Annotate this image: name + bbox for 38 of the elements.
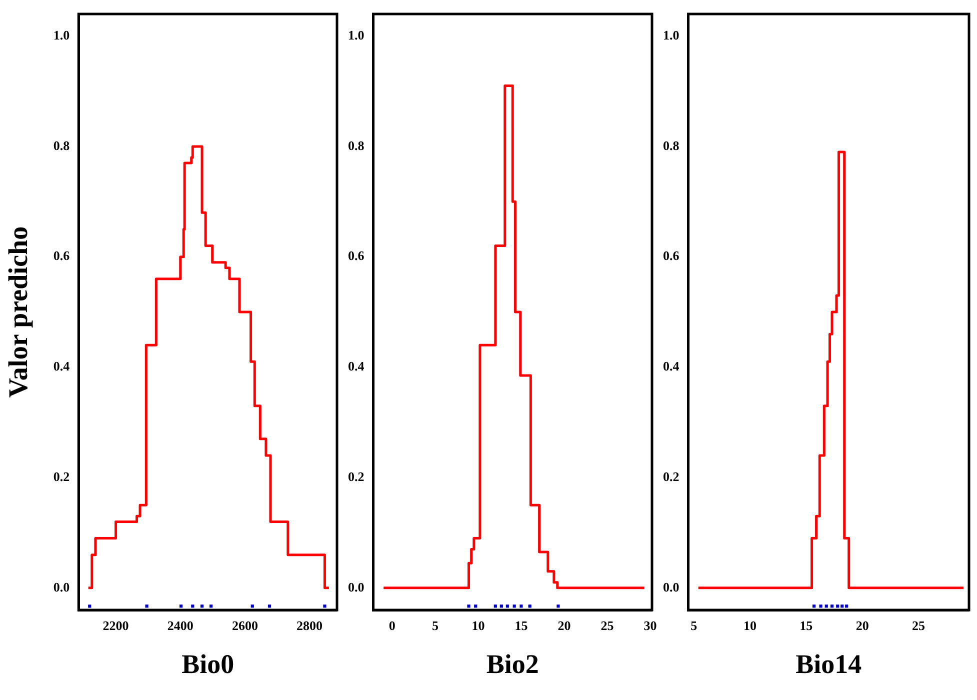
x-axis-title: Bio2 [486,648,539,679]
x-tick-label: 2600 [232,618,258,634]
y-tick-label: 0.8 [53,138,70,153]
y-tick-label: 0.4 [53,358,70,374]
x-tick-label: 20 [558,618,571,634]
x-tick-label: 2800 [296,618,323,634]
x-tick-label: 5 [690,618,698,634]
y-tick-label: 1.0 [663,27,680,42]
x-tick-label: 15 [514,618,528,634]
x-tick-label: 10 [472,618,485,634]
y-tick-label: 0.4 [663,358,680,374]
x-tick-label: 5 [432,618,439,634]
x-tick-label: 10 [744,618,757,634]
y-tick-label: 0.0 [663,579,680,594]
x-axis-title: Bio0 [182,648,234,679]
x-tick-label: 0 [388,618,396,634]
y-tick-label: 0.6 [348,248,365,264]
y-tick-label: 1.0 [348,27,364,42]
y-tick-label: 0.0 [348,579,364,594]
x-tick-label: 2400 [167,618,194,634]
y-tick-label: 0.2 [663,468,680,484]
y-tick-label: 0.6 [53,248,70,264]
x-tick-label: 30 [644,618,657,634]
y-tick-label: 0.4 [348,358,365,374]
y-tick-label: 1.0 [53,27,70,42]
x-axis-title: Bio14 [796,648,862,679]
y-tick-label: 0.8 [348,138,365,153]
x-tick-label: 20 [856,618,869,634]
y-axis-title: Valor predicho [3,226,34,398]
x-tick-label: 25 [600,618,614,634]
x-tick-label: 25 [912,618,926,634]
x-tick-label: 2200 [102,618,129,634]
y-tick-label: 0.8 [663,138,680,153]
y-tick-label: 0.6 [663,248,680,264]
y-tick-label: 0.2 [53,468,70,484]
x-tick-label: 15 [800,618,814,634]
y-tick-label: 0.2 [348,468,364,484]
y-tick-label: 0.0 [53,579,70,594]
